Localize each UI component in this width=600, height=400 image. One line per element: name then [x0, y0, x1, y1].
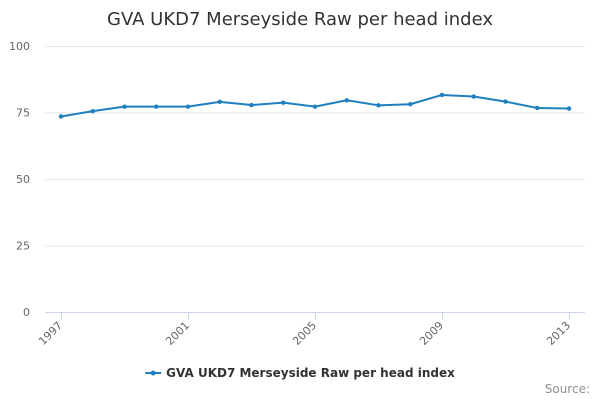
y-axis-labels: 0 25 50 75 100 [9, 40, 30, 319]
y-tick-label: 50 [16, 173, 30, 186]
chart-title: GVA UKD7 Merseyside Raw per head index [107, 9, 493, 30]
data-point-2010[interactable] [471, 94, 476, 99]
source-credit[interactable]: Source: [545, 382, 590, 396]
y-tick-label: 100 [9, 40, 30, 53]
x-tick-label: 2009 [417, 319, 446, 348]
x-tick-label: 1997 [36, 319, 65, 348]
data-point-1998[interactable] [90, 108, 95, 114]
data-point-2007[interactable] [376, 103, 381, 108]
data-point-2004[interactable] [281, 100, 286, 105]
data-point-2012[interactable] [535, 105, 540, 111]
y-tick-label: 25 [16, 240, 30, 253]
data-point-1997[interactable] [58, 114, 64, 119]
y-tick-label: 75 [16, 107, 30, 120]
x-tick-label: 2001 [163, 319, 192, 348]
gridlines [45, 46, 585, 313]
data-point-2000[interactable] [154, 104, 159, 109]
data-point-2002[interactable] [217, 99, 222, 105]
legend-label[interactable]: GVA UKD7 Merseyside Raw per head index [166, 366, 455, 380]
series-layer [58, 92, 572, 119]
data-point-2009[interactable] [439, 92, 445, 98]
data-point-2003[interactable] [249, 102, 254, 108]
legend-marker-symbol [150, 370, 156, 376]
data-point-2011[interactable] [503, 99, 508, 104]
data-point-2013[interactable] [566, 106, 572, 111]
data-point-2001[interactable] [185, 104, 191, 109]
x-tick-label: 2005 [290, 319, 319, 348]
data-point-2005[interactable] [312, 104, 318, 109]
data-point-2006[interactable] [344, 98, 349, 103]
legend[interactable]: GVA UKD7 Merseyside Raw per head index [145, 366, 455, 380]
y-tick-label: 0 [23, 306, 30, 319]
x-axis: 1997 2001 2005 2009 2013 [36, 312, 585, 348]
x-tick-label: 2013 [544, 319, 573, 348]
data-point-2008[interactable] [408, 102, 413, 107]
data-point-1999[interactable] [122, 104, 127, 109]
